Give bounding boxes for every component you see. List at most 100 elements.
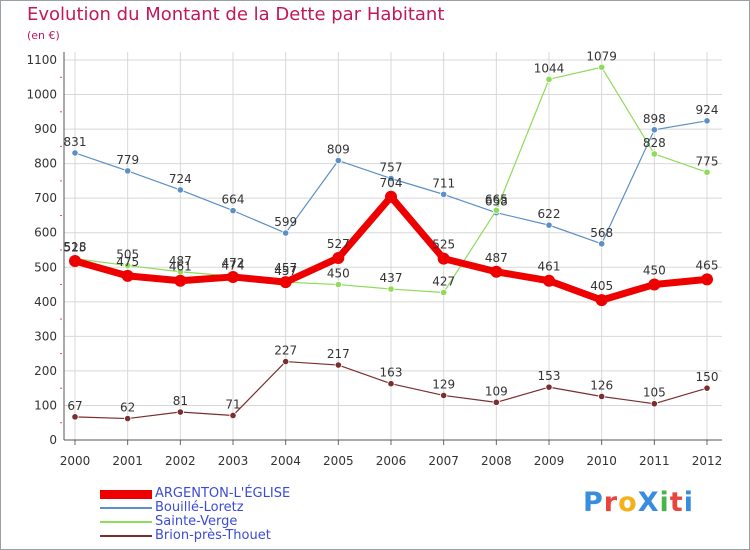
data-point-bouille [440, 190, 448, 198]
x-tick-label: 2001 [112, 454, 143, 468]
data-point-sainte-verge [650, 150, 658, 158]
data-label-argenton: 487 [485, 251, 508, 265]
data-point-argenton [332, 251, 345, 264]
data-point-sainte-verge [124, 261, 132, 270]
data-point-sainte-verge [440, 288, 448, 297]
legend-swatch-brion [100, 535, 152, 537]
proxiti-logo: ProXiti [583, 487, 694, 518]
data-label-bouille: 568 [590, 226, 613, 240]
logo-letter: i [659, 487, 670, 518]
data-label-brion: 109 [485, 384, 508, 398]
logo-letter: r [603, 487, 619, 518]
x-tick-label: 2002 [165, 454, 196, 468]
logo-letter: i [683, 487, 694, 518]
data-point-bouille [71, 149, 79, 157]
data-label-argenton: 457 [274, 261, 297, 275]
data-label-brion: 105 [643, 386, 666, 400]
y-tick-label: 300 [34, 329, 57, 343]
data-point-bouille [703, 117, 711, 125]
chart-title: Evolution du Montant de la Dette par Hab… [27, 4, 445, 25]
data-point-argenton [279, 276, 292, 289]
data-point-argenton [174, 274, 187, 287]
x-tick-label: 2000 [60, 454, 91, 468]
data-point-sainte-verge [387, 285, 395, 293]
data-point-sainte-verge [492, 206, 500, 214]
data-label-argenton: 472 [222, 256, 245, 270]
data-point-bouille [229, 207, 237, 215]
data-point-sainte-verge [703, 168, 711, 176]
x-tick-label: 2005 [323, 454, 354, 468]
data-label-sainte-verge: 828 [643, 136, 666, 150]
data-point-brion [334, 361, 342, 369]
data-point-bouille [334, 156, 342, 165]
data-label-brion: 163 [380, 366, 403, 380]
y-tick-label: 400 [34, 295, 57, 309]
data-point-brion [387, 380, 395, 388]
y-tick-label: 700 [34, 191, 57, 205]
data-label-argenton: 405 [590, 279, 613, 293]
data-label-sainte-verge: 525 [64, 241, 87, 255]
data-point-sainte-verge [598, 63, 606, 71]
data-label-sainte-verge: 505 [116, 248, 139, 262]
data-label-argenton: 475 [116, 255, 139, 269]
data-label-sainte-verge: 450 [327, 267, 350, 281]
data-label-brion: 71 [225, 397, 240, 411]
data-label-sainte-verge: 665 [485, 192, 508, 206]
legend-swatch-argenton [100, 490, 152, 499]
data-label-sainte-verge: 487 [169, 254, 192, 268]
legend-label-argenton: ARGENTON-L'ÉGLISE [155, 486, 291, 501]
data-label-brion: 81 [173, 394, 188, 408]
data-label-argenton: 704 [380, 176, 403, 190]
y-tick-label: 100 [34, 398, 57, 412]
data-label-bouille: 622 [538, 207, 561, 221]
legend-swatch-bouille [100, 507, 152, 509]
data-label-bouille: 898 [643, 112, 666, 126]
logo-letter: X [637, 487, 660, 518]
data-label-bouille: 711 [432, 176, 455, 190]
data-point-argenton [227, 270, 239, 283]
data-label-sainte-verge: 474 [222, 258, 245, 272]
x-tick-label: 2009 [534, 454, 565, 468]
chart-subtitle: (en €) [27, 29, 60, 42]
data-label-argenton: 450 [643, 264, 666, 278]
data-label-brion: 126 [590, 378, 613, 392]
data-point-argenton [490, 265, 503, 278]
data-point-argenton [437, 252, 450, 265]
data-point-brion [440, 391, 448, 400]
data-label-bouille: 831 [64, 135, 87, 149]
data-label-brion: 67 [67, 399, 82, 413]
data-label-bouille: 924 [696, 103, 719, 117]
data-label-argenton: 527 [327, 237, 350, 251]
data-point-brion [703, 384, 711, 392]
data-label-bouille: 599 [274, 215, 297, 229]
data-point-bouille [124, 167, 132, 175]
plot-area [64, 52, 722, 440]
logo-letter: P [583, 487, 604, 518]
legend-swatch-sainte-verge [100, 521, 152, 523]
y-tick-label: 900 [34, 122, 57, 136]
legend-label-bouille: Bouillé-Loretz [155, 500, 244, 515]
x-tick-label: 2007 [428, 454, 459, 468]
y-tick-label: 1000 [26, 88, 57, 102]
data-label-bouille: 757 [380, 160, 403, 174]
data-label-bouille: 664 [222, 193, 245, 207]
data-label-brion: 217 [327, 347, 350, 361]
data-label-bouille: 658 [485, 195, 508, 209]
data-label-brion: 62 [120, 401, 135, 415]
data-label-sainte-verge: 437 [380, 271, 403, 285]
data-point-bouille [545, 221, 553, 229]
data-label-sainte-verge: 1079 [586, 49, 617, 63]
data-label-bouille: 809 [327, 143, 350, 157]
data-point-brion [650, 400, 658, 408]
y-tick-label: 1100 [26, 53, 57, 67]
data-point-argenton [121, 269, 134, 282]
data-label-bouille: 724 [169, 172, 192, 186]
data-point-brion [282, 357, 290, 366]
x-tick-label: 2012 [692, 454, 723, 468]
logo-letter: o [618, 487, 638, 518]
data-label-sainte-verge: 457 [274, 264, 297, 278]
x-tick-label: 2006 [376, 454, 407, 468]
x-tick-label: 2010 [586, 454, 617, 468]
data-point-bouille [650, 126, 658, 134]
